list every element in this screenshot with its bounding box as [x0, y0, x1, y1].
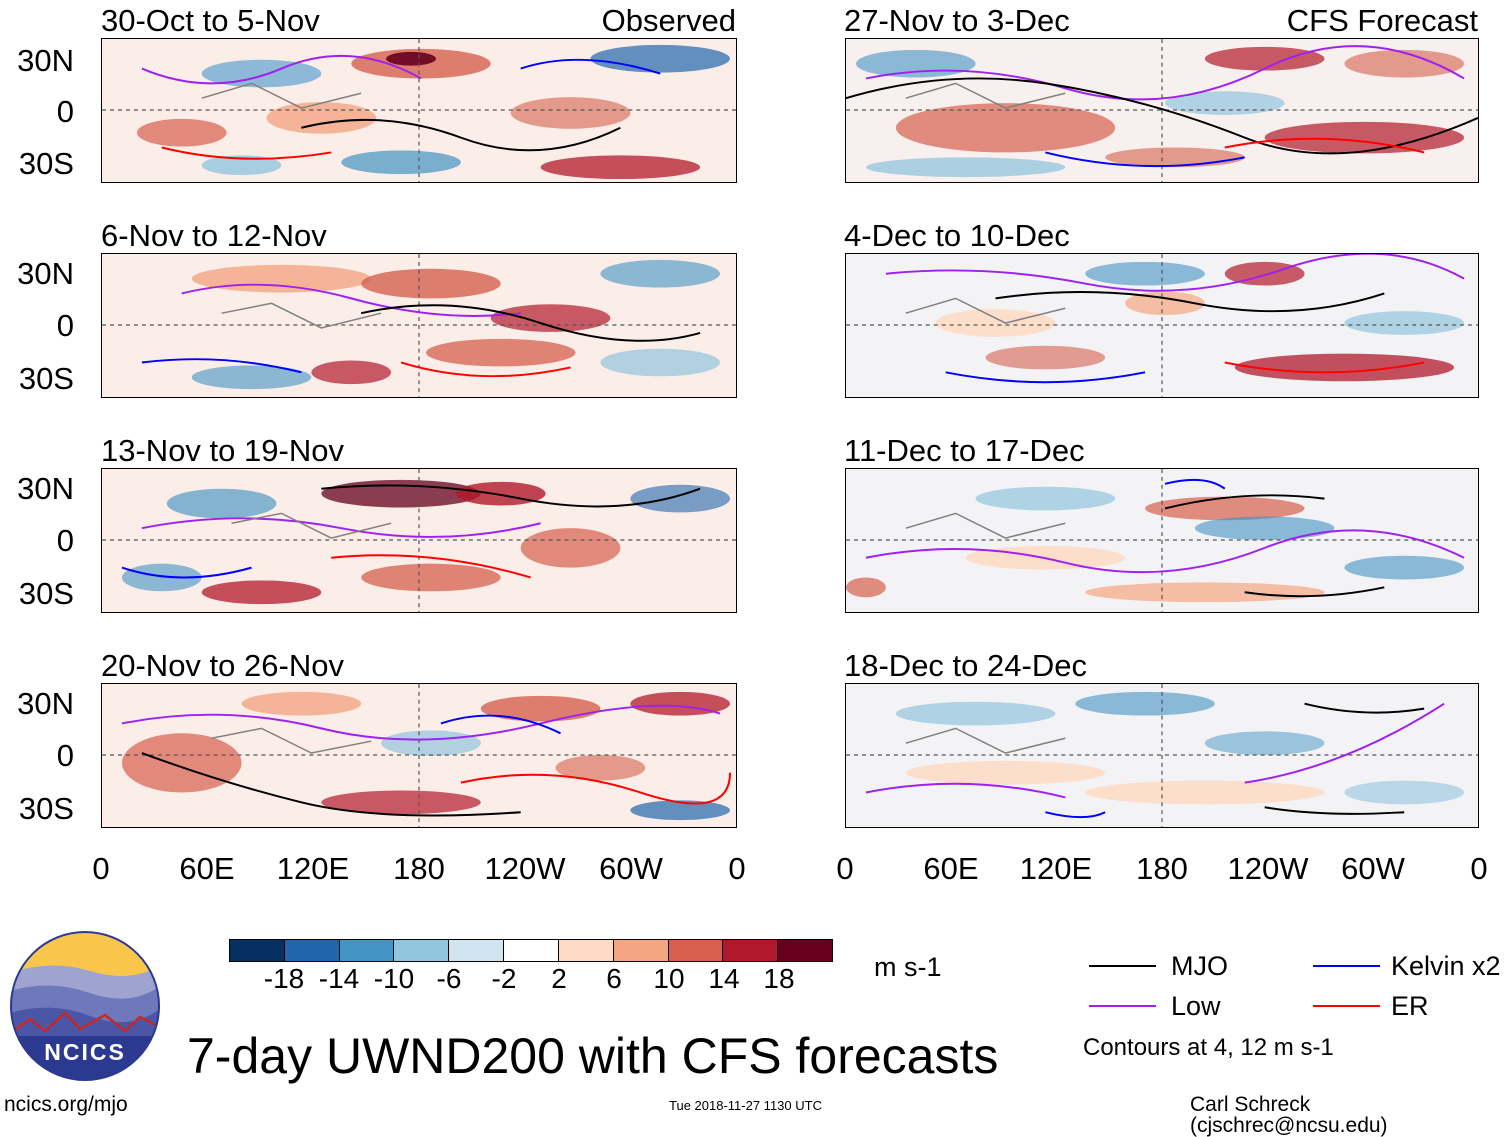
map-panel-2: [101, 253, 737, 398]
colorbar-tick: 10: [653, 963, 685, 994]
logo-text: NCICS: [44, 1039, 126, 1065]
colorbar-segment: [284, 940, 340, 961]
map-panel-7: [845, 468, 1479, 613]
legend-line-kelvin: [1313, 965, 1380, 967]
lat-label-eq: 0: [56, 308, 74, 343]
map-panel-5: [845, 38, 1479, 183]
lat-label-30s: 30S: [18, 361, 74, 396]
colorbar-tick: -6: [436, 963, 462, 994]
lon-label-0-end: 0: [728, 851, 746, 886]
observed-label: Observed: [601, 3, 736, 38]
legend-label-kelvin: Kelvin x2: [1391, 951, 1501, 981]
colorbar-tick: 14: [708, 963, 740, 994]
colorbar-units: m s-1: [874, 952, 942, 982]
colorbar-tick: -14: [318, 963, 360, 994]
map-panel-4: [101, 683, 737, 828]
colorbar-segment: [449, 940, 505, 961]
colorbar-tick: -2: [491, 963, 517, 994]
colorbar-tick: -18: [263, 963, 305, 994]
colorbar-segment: [504, 940, 559, 961]
lat-label-30s: 30S: [18, 791, 74, 826]
colorbar-segment: [339, 940, 395, 961]
lat-label-eq: 0: [56, 94, 74, 129]
lon-label-0: 0: [836, 851, 854, 886]
ncics-logo: NCICS: [10, 931, 160, 1081]
colorbar-tick: 6: [606, 963, 622, 994]
cfs-forecast-label: CFS Forecast: [1286, 3, 1478, 38]
lon-label-60e: 60E: [923, 851, 979, 886]
lon-label-120w: 120W: [1227, 851, 1309, 886]
legend-label-mjo: MJO: [1171, 951, 1228, 981]
colorbar-segment: [778, 940, 832, 961]
footer-credit: Carl Schreck (cjschrec@ncsu.edu): [1190, 1093, 1388, 1137]
map-panel-3: [101, 468, 737, 613]
panel-title-6: 4-Dec to 10-Dec: [844, 218, 1070, 253]
lon-label-60e: 60E: [179, 851, 235, 886]
lon-label-180: 180: [393, 851, 445, 886]
colorbar-segment: [394, 940, 450, 961]
lon-label-60w: 60W: [599, 851, 663, 886]
lat-label-30n: 30N: [17, 256, 74, 291]
lat-label-30n: 30N: [17, 686, 74, 721]
panel-title-3: 13-Nov to 19-Nov: [101, 433, 344, 468]
colorbar-segment: [230, 940, 285, 961]
lon-label-120w: 120W: [484, 851, 566, 886]
panel-title-1: 30-Oct to 5-Nov: [101, 3, 320, 38]
legend-label-low: Low: [1171, 991, 1221, 1021]
colorbar-segment: [668, 940, 724, 961]
lat-label-30s: 30S: [18, 576, 74, 611]
panel-title-2: 6-Nov to 12-Nov: [101, 218, 327, 253]
panel-title-8: 18-Dec to 24-Dec: [844, 648, 1087, 683]
colorbar-segment: [558, 940, 614, 961]
footer-url: ncics.org/mjo: [4, 1093, 128, 1116]
panel-title-7: 11-Dec to 17-Dec: [844, 433, 1085, 468]
panel-title-4: 20-Nov to 26-Nov: [101, 648, 344, 683]
colorbar-segment: [723, 940, 779, 961]
map-panel-6: [845, 253, 1479, 398]
colorbar-segment: [613, 940, 669, 961]
colorbar-tick: 2: [551, 963, 567, 994]
legend-line-er: [1313, 1005, 1380, 1007]
legend-label-er: ER: [1391, 991, 1429, 1021]
figure-title: 7-day UWND200 with CFS forecasts: [187, 1028, 999, 1084]
lat-label-30n: 30N: [17, 43, 74, 78]
map-panel-1: [101, 38, 737, 183]
legend-line-low: [1089, 1005, 1156, 1007]
lat-label-eq: 0: [56, 738, 74, 773]
lon-label-120e: 120E: [1019, 851, 1093, 886]
panel-title-5: 27-Nov to 3-Dec: [844, 3, 1070, 38]
lon-label-120e: 120E: [276, 851, 350, 886]
lat-label-eq: 0: [56, 523, 74, 558]
lon-label-0: 0: [92, 851, 110, 886]
lat-label-30s: 30S: [18, 146, 74, 181]
colorbar-tick: -10: [373, 963, 415, 994]
lon-label-180: 180: [1136, 851, 1188, 886]
colorbar: [229, 939, 833, 962]
lon-label-0-end: 0: [1470, 851, 1488, 886]
colorbar-tick: 18: [763, 963, 795, 994]
lon-label-60w: 60W: [1341, 851, 1405, 886]
map-panel-8: [845, 683, 1479, 828]
footer-timestamp: Tue 2018-11-27 1130 UTC: [669, 1098, 822, 1113]
lat-label-30n: 30N: [17, 471, 74, 506]
legend-line-mjo: [1089, 965, 1156, 967]
legend-contour-note: Contours at 4, 12 m s-1: [1083, 1034, 1334, 1061]
